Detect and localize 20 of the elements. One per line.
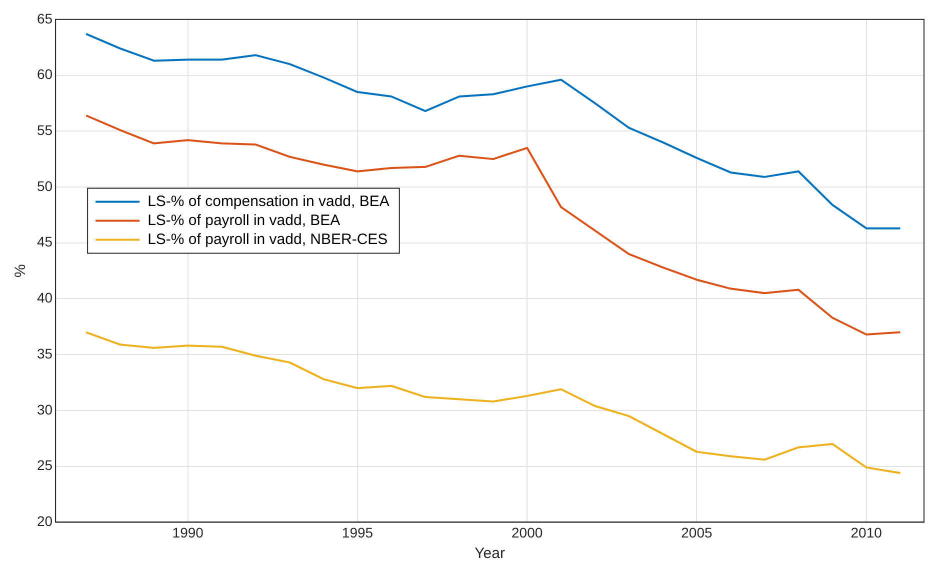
y-tick-label: 45 xyxy=(36,234,53,250)
legend-label: LS-% of payroll in vadd, BEA xyxy=(148,212,340,229)
x-tick-label: 2000 xyxy=(512,524,543,540)
x-tick-label: 1990 xyxy=(172,524,204,540)
y-tick-label: 20 xyxy=(36,513,53,530)
y-tick-label: 40 xyxy=(36,290,53,306)
legend-label: LS-% of compensation in vadd, BEA xyxy=(148,192,390,210)
x-tick-label: 1995 xyxy=(342,524,374,540)
x-axis-title: Year xyxy=(474,545,505,562)
y-tick-label: 50 xyxy=(36,178,53,194)
y-tick-label: 65 xyxy=(36,10,53,26)
y-tick-label: 35 xyxy=(36,345,53,362)
x-tick-label: 2010 xyxy=(850,524,882,540)
y-axis-title: % xyxy=(12,264,30,278)
x-tick-label: 2005 xyxy=(681,524,712,540)
y-tick-label: 30 xyxy=(36,401,53,418)
legend-label: LS-% of payroll in vadd, NBER-CES xyxy=(148,230,388,248)
y-tick-label: 25 xyxy=(36,457,53,474)
y-tick-label: 60 xyxy=(36,66,53,82)
y-tick-label: 55 xyxy=(36,122,53,138)
